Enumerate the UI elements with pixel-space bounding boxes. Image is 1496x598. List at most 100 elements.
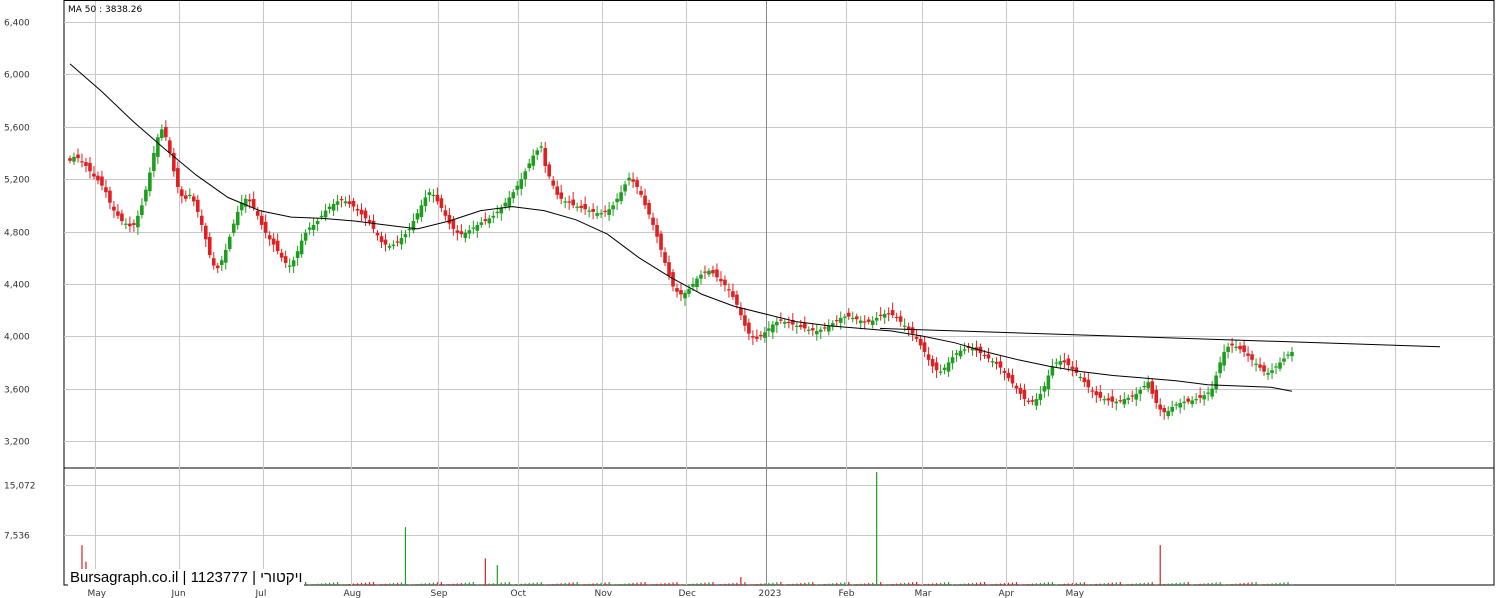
volume-bar bbox=[947, 582, 950, 585]
volume-bar bbox=[880, 582, 882, 585]
volume-bar bbox=[864, 583, 866, 585]
volume-bar bbox=[1079, 582, 1081, 585]
candle-body bbox=[910, 327, 915, 334]
volume-bar bbox=[1011, 582, 1014, 585]
candle-body bbox=[906, 326, 911, 330]
volume-bar bbox=[1211, 582, 1213, 585]
candle-body bbox=[1166, 410, 1171, 417]
candle-body bbox=[958, 350, 963, 357]
volume-bar bbox=[896, 583, 898, 585]
candle-body bbox=[1114, 401, 1119, 404]
candle-body bbox=[946, 362, 951, 372]
candle-body bbox=[463, 232, 468, 239]
candle-body bbox=[1206, 392, 1210, 394]
volume-bar bbox=[979, 582, 982, 585]
candle-body bbox=[1270, 370, 1274, 373]
volume-bar bbox=[313, 584, 315, 585]
candle-body bbox=[419, 205, 424, 218]
candle-body bbox=[80, 161, 84, 163]
candle-body bbox=[1134, 393, 1139, 400]
volume-bar bbox=[1275, 583, 1277, 585]
candle-body bbox=[96, 175, 100, 181]
candle-body bbox=[531, 155, 536, 166]
volume-bar bbox=[712, 581, 714, 585]
candle-body bbox=[287, 265, 292, 267]
candle-body bbox=[918, 338, 923, 346]
candle-body bbox=[148, 172, 152, 192]
candle-body bbox=[495, 211, 500, 214]
volume-bar bbox=[420, 583, 423, 585]
candle-body bbox=[140, 205, 144, 216]
candle-body bbox=[219, 260, 224, 266]
ma-label: MA 50 : 3838.26 bbox=[68, 5, 142, 15]
volume-bar bbox=[696, 583, 698, 585]
candle-body bbox=[427, 192, 432, 196]
volume-bar bbox=[684, 584, 686, 585]
candle-body bbox=[739, 307, 743, 316]
brand-label: Bursagraph.co.il | 1123777 | ויקטורי bbox=[68, 569, 305, 587]
volume-bar bbox=[1031, 583, 1034, 585]
candle-body bbox=[902, 325, 907, 327]
volume-bar bbox=[572, 582, 574, 585]
candle-body bbox=[243, 198, 248, 207]
volume-bar bbox=[1131, 583, 1133, 585]
volume-bar bbox=[1099, 583, 1101, 585]
candle-body bbox=[942, 367, 947, 371]
y-axis: 6,400 6,000 5,600 5,200 4,800 4,400 4,000 3,600… bbox=[4, 19, 36, 542]
candle-body bbox=[283, 256, 288, 263]
candle-body bbox=[866, 319, 871, 322]
volume-bar bbox=[556, 583, 558, 585]
volume-bar bbox=[500, 582, 502, 585]
volume-bar bbox=[608, 582, 610, 585]
volume-bar bbox=[1163, 583, 1165, 585]
volume-bar bbox=[648, 584, 650, 585]
volume-bar bbox=[1055, 584, 1057, 585]
volume-bar bbox=[1067, 583, 1069, 585]
candle-body bbox=[311, 224, 316, 230]
candle-body bbox=[719, 278, 723, 282]
candle-body bbox=[1286, 354, 1290, 356]
volume-bar bbox=[1051, 581, 1053, 585]
y-tick-label: 5,600 bbox=[4, 124, 30, 134]
candle-body bbox=[1174, 404, 1178, 406]
volume-bar bbox=[668, 582, 670, 585]
candle-body bbox=[703, 271, 707, 273]
volume-bar bbox=[700, 582, 702, 585]
candle-body bbox=[579, 205, 583, 208]
candle-body bbox=[1022, 389, 1027, 400]
volume-bar bbox=[424, 583, 427, 585]
candle-body bbox=[479, 222, 484, 225]
candle-body bbox=[136, 215, 140, 228]
volume-bar bbox=[412, 584, 415, 585]
volume-bar bbox=[1023, 584, 1026, 585]
volume-bar bbox=[744, 582, 746, 585]
volume-bar bbox=[452, 583, 454, 585]
volume-bar bbox=[532, 582, 534, 585]
trend-line bbox=[879, 327, 1441, 348]
candle-body bbox=[291, 260, 296, 267]
candle-body bbox=[1110, 396, 1115, 402]
volume-bar bbox=[1279, 582, 1281, 585]
ma50-line bbox=[69, 63, 1293, 392]
volume-bar bbox=[81, 545, 83, 585]
candle-body bbox=[1138, 389, 1143, 394]
volume-bar bbox=[1115, 582, 1117, 585]
volume-bar bbox=[704, 582, 706, 585]
candle-body bbox=[1194, 399, 1198, 401]
volume-bar bbox=[316, 583, 319, 585]
candle-body bbox=[1214, 375, 1218, 390]
candle-body bbox=[72, 156, 76, 162]
candle-body bbox=[100, 176, 104, 186]
candle-body bbox=[303, 232, 308, 241]
candle-body bbox=[842, 316, 847, 318]
volume-bar bbox=[1271, 583, 1273, 585]
volume-bar bbox=[484, 558, 486, 585]
volume-bar bbox=[832, 583, 834, 585]
volume-bar bbox=[1111, 582, 1113, 585]
volume-bar bbox=[1239, 583, 1241, 585]
volume-bar bbox=[1151, 582, 1153, 585]
candle-body bbox=[491, 215, 496, 218]
candle-body bbox=[679, 290, 683, 295]
volume-bar bbox=[664, 583, 666, 585]
volume-bar bbox=[512, 584, 514, 585]
